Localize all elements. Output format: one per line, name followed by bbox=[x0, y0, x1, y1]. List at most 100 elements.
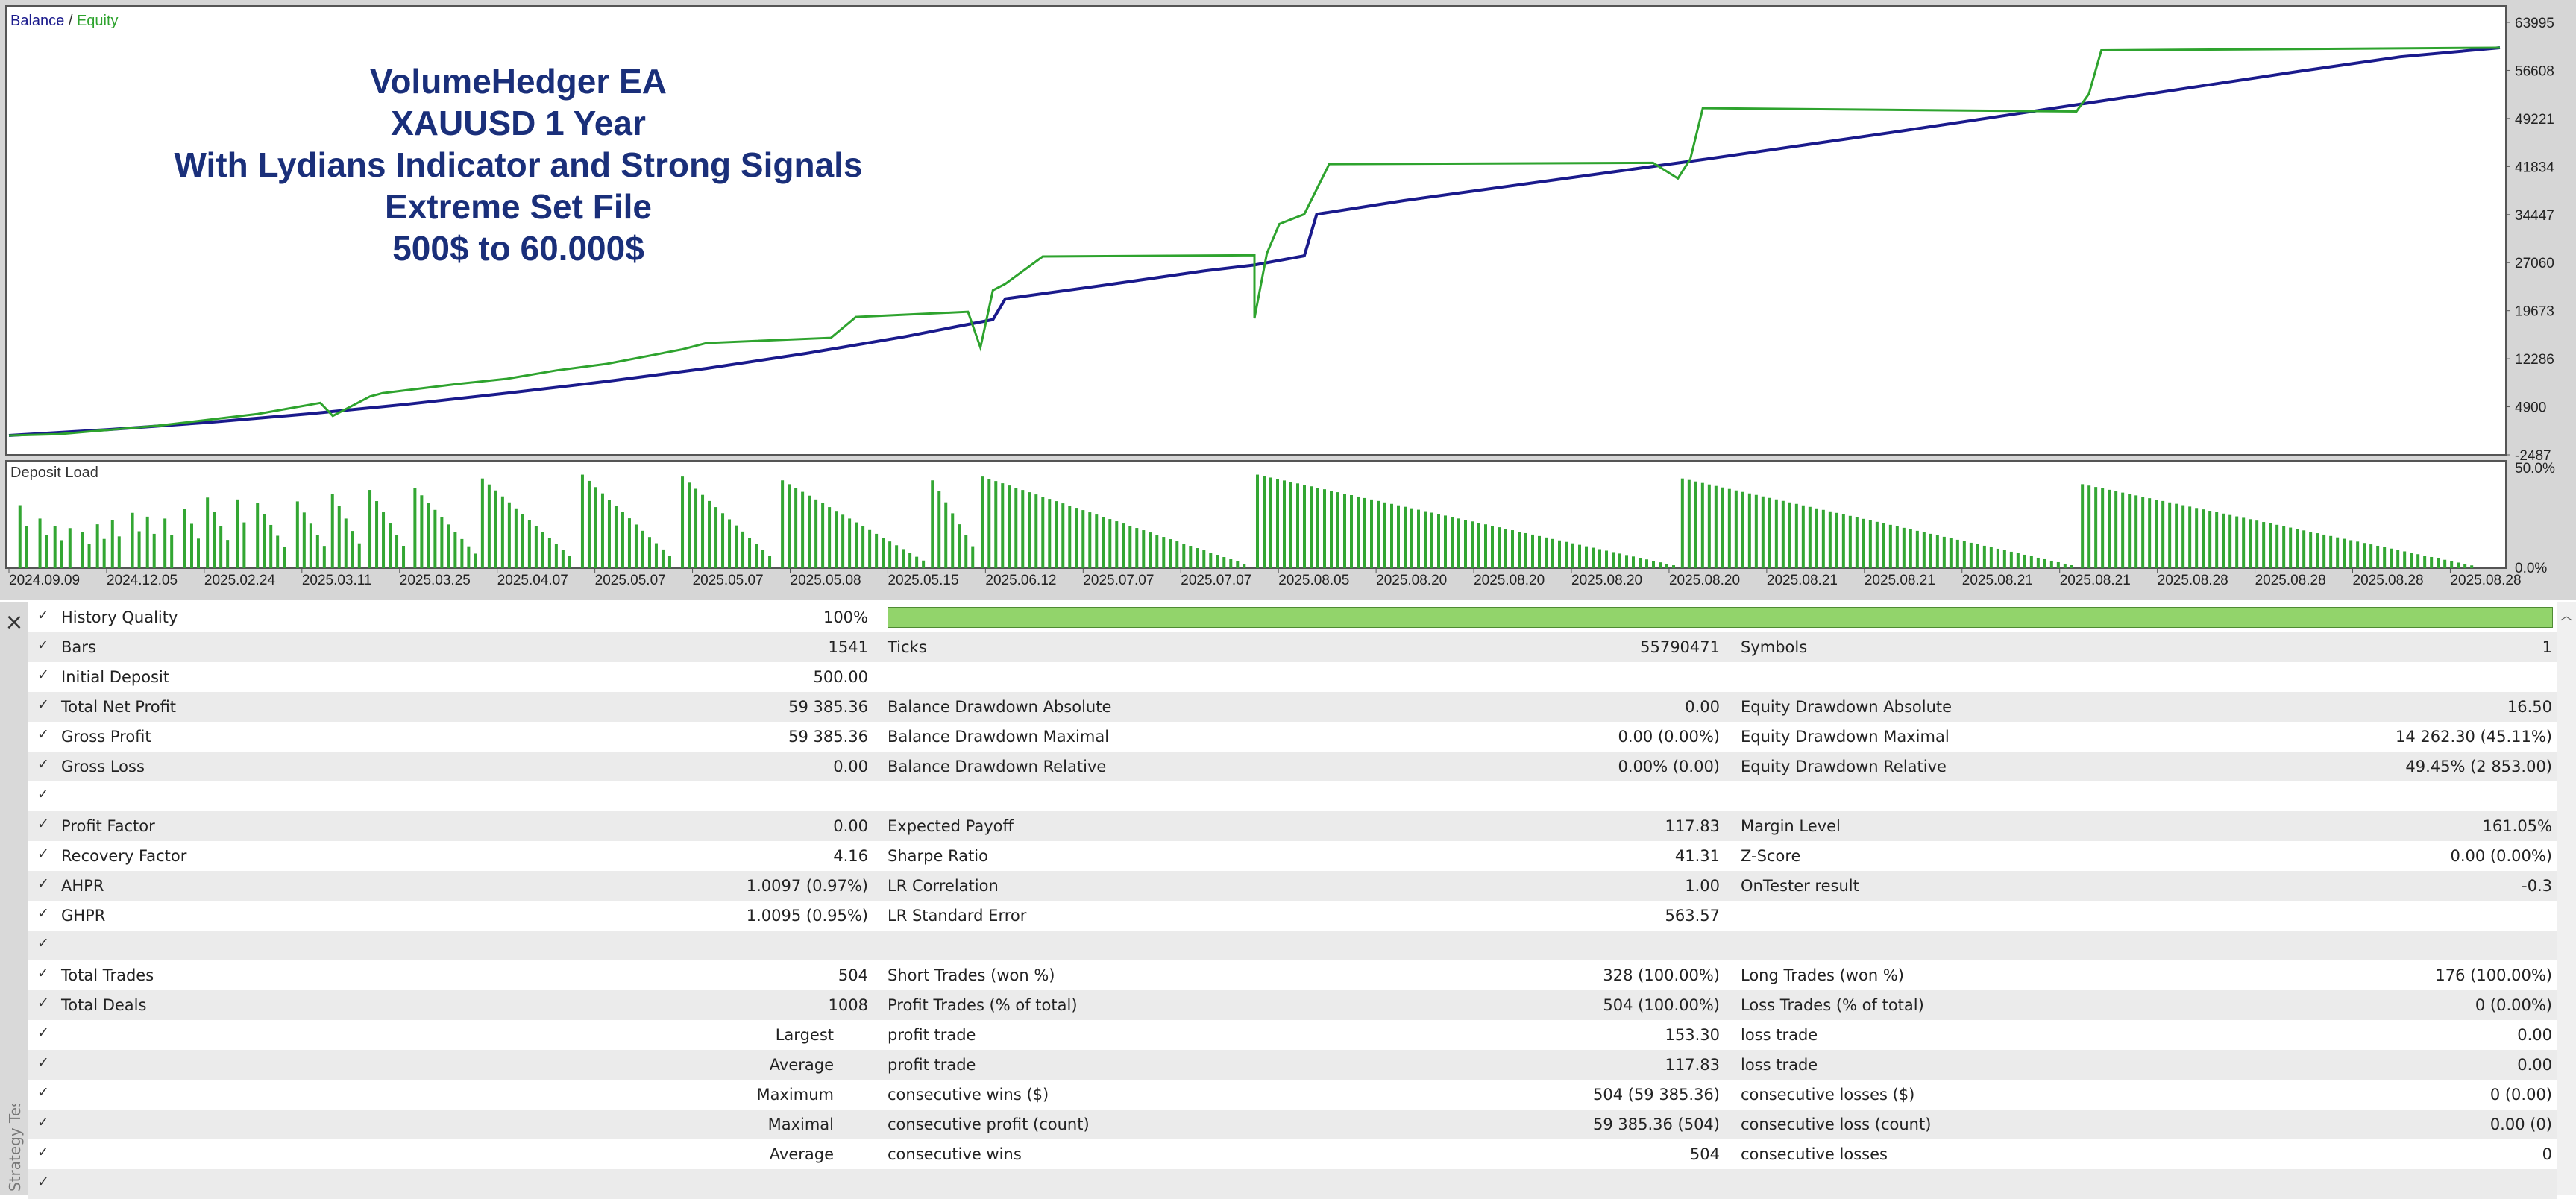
deposit-load-bar bbox=[2208, 511, 2212, 568]
metric-value: 0.00 bbox=[1685, 698, 1720, 716]
metric-value: 49.45% (2 853.00) bbox=[2405, 758, 2552, 775]
metric-label: Symbols bbox=[1741, 638, 1808, 656]
deposit-load-bar bbox=[514, 508, 518, 568]
deposit-load-bar bbox=[395, 535, 399, 568]
deposit-load-bar bbox=[2443, 559, 2447, 568]
deposit-load-bar bbox=[283, 546, 286, 568]
deposit-load-bar bbox=[302, 512, 306, 568]
deposit-load-bar bbox=[1942, 536, 1946, 568]
row-checkbox[interactable]: ✓ bbox=[37, 1054, 49, 1071]
metric-label: OnTester result bbox=[1741, 877, 1859, 895]
deposit-load-bar bbox=[768, 556, 772, 568]
close-icon[interactable]: × bbox=[4, 609, 24, 635]
deposit-load-bar bbox=[2181, 505, 2185, 568]
y-tick-label: -2487 bbox=[2515, 448, 2551, 464]
deposit-load-bar bbox=[1048, 499, 1052, 568]
row-checkbox[interactable]: ✓ bbox=[37, 726, 49, 743]
x-tick-label: 2025.08.28 bbox=[2255, 573, 2326, 588]
x-tick-label: 2025.08.21 bbox=[2060, 573, 2131, 588]
deposit-load-bar bbox=[1014, 488, 1018, 568]
deposit-load-bar bbox=[2023, 554, 2026, 568]
row-checkbox[interactable]: ✓ bbox=[37, 995, 49, 1011]
row-checkbox[interactable]: ✓ bbox=[37, 875, 49, 892]
deposit-load-bar bbox=[1357, 496, 1360, 568]
metric-value: 0 (0.00) bbox=[2489, 1086, 2552, 1104]
deposit-load-bar bbox=[1976, 544, 1979, 568]
row-checkbox[interactable]: ✓ bbox=[37, 637, 49, 653]
row-checkbox[interactable]: ✓ bbox=[37, 1174, 49, 1190]
metric-label: consecutive wins ($) bbox=[888, 1086, 1049, 1104]
deposit-load-bar bbox=[389, 523, 392, 568]
row-checkbox[interactable]: ✓ bbox=[37, 846, 49, 862]
metric-label: Margin Level bbox=[1741, 817, 1841, 835]
report-row: ✓ GHPR 1.0095 (0.95%) LR Standard Error 563.… bbox=[28, 901, 2557, 931]
report-row: ✓ bbox=[28, 931, 2557, 960]
deposit-load-bar bbox=[1202, 550, 1206, 568]
deposit-load-bar bbox=[1841, 514, 1845, 568]
row-checkbox[interactable]: ✓ bbox=[37, 786, 49, 802]
deposit-load-bar bbox=[1949, 538, 1953, 568]
history-quality-value: 100% bbox=[823, 608, 868, 626]
deposit-load-bar bbox=[242, 522, 246, 568]
metric-value: 0.00 bbox=[2517, 1026, 2552, 1044]
metric-value: 117.83 bbox=[1665, 1056, 1720, 1074]
deposit-load-bar bbox=[958, 524, 961, 568]
deposit-load-bar bbox=[1034, 494, 1038, 568]
metric-value: 504 (100.00%) bbox=[1603, 996, 1720, 1014]
deposit-load-bar bbox=[728, 519, 732, 568]
row-checkbox[interactable]: ✓ bbox=[37, 696, 49, 713]
metric-label: Long Trades (won %) bbox=[1741, 966, 1904, 984]
report-row: ✓ AHPR 1.0097 (0.97%) LR Correlation 1.00 OnT… bbox=[28, 871, 2557, 901]
deposit-load-bar bbox=[861, 526, 865, 568]
row-checkbox[interactable]: ✓ bbox=[37, 1025, 49, 1041]
deposit-load-bar bbox=[2376, 545, 2380, 568]
report-row-history-quality: ✓ History Quality 100% bbox=[28, 602, 2557, 632]
y-tick-label: 41834 bbox=[2515, 160, 2554, 175]
deposit-load-bar bbox=[627, 518, 631, 568]
metric-value: 0.00 bbox=[833, 817, 868, 835]
row-checkbox[interactable]: ✓ bbox=[37, 667, 49, 683]
x-tick-label: 2025.08.21 bbox=[1865, 573, 1935, 588]
metric-label: Profit Factor bbox=[61, 817, 155, 835]
deposit-load-bar bbox=[561, 550, 565, 568]
deposit-load-bar bbox=[994, 481, 998, 568]
scroll-up-icon[interactable]: ︿ bbox=[2560, 608, 2572, 623]
row-checkbox[interactable]: ✓ bbox=[37, 607, 49, 623]
row-checkbox[interactable]: ✓ bbox=[37, 935, 49, 951]
deposit-load-bar bbox=[433, 509, 437, 568]
deposit-load-bar bbox=[500, 496, 504, 568]
deposit-load-bar bbox=[460, 538, 464, 568]
deposit-load-bar bbox=[527, 520, 531, 568]
deposit-load-bar bbox=[1169, 539, 1172, 568]
deposit-load-bar bbox=[701, 494, 705, 568]
deposit-load-bar bbox=[521, 514, 524, 568]
deposit-load-bar bbox=[1721, 487, 1724, 568]
deposit-load-bar bbox=[2383, 547, 2387, 568]
row-checkbox[interactable]: ✓ bbox=[37, 816, 49, 832]
deposit-load-bar bbox=[1477, 523, 1480, 568]
deposit-load-bar bbox=[413, 488, 417, 568]
deposit-load-bar bbox=[1451, 517, 1454, 568]
row-checkbox[interactable]: ✓ bbox=[37, 1144, 49, 1160]
deposit-load-bar bbox=[1491, 526, 1494, 568]
row-checkbox[interactable]: ✓ bbox=[37, 1114, 49, 1130]
deposit-load-bar bbox=[1303, 485, 1306, 568]
vertical-scrollbar[interactable]: ︿ bbox=[2557, 602, 2576, 1195]
row-checkbox[interactable]: ✓ bbox=[37, 756, 49, 772]
deposit-load-bar bbox=[931, 480, 934, 568]
row-checkbox[interactable]: ✓ bbox=[37, 965, 49, 981]
y-tick-label: 27060 bbox=[2515, 256, 2554, 271]
deposit-load-bar bbox=[1269, 477, 1272, 568]
deposit-load-bar bbox=[53, 526, 57, 568]
deposit-load-bar bbox=[256, 503, 260, 568]
deposit-load-bar bbox=[1263, 476, 1266, 568]
x-tick-label: 2025.05.07 bbox=[693, 573, 764, 588]
deposit-load-bar bbox=[761, 550, 765, 568]
deposit-load-bar bbox=[681, 476, 685, 568]
metric-label: Gross Loss bbox=[61, 758, 145, 775]
legend-equity: Equity bbox=[77, 13, 119, 29]
deposit-load-bar bbox=[45, 535, 48, 568]
row-checkbox[interactable]: ✓ bbox=[37, 1084, 49, 1101]
deposit-load-bar bbox=[1296, 483, 1299, 568]
row-checkbox[interactable]: ✓ bbox=[37, 905, 49, 922]
